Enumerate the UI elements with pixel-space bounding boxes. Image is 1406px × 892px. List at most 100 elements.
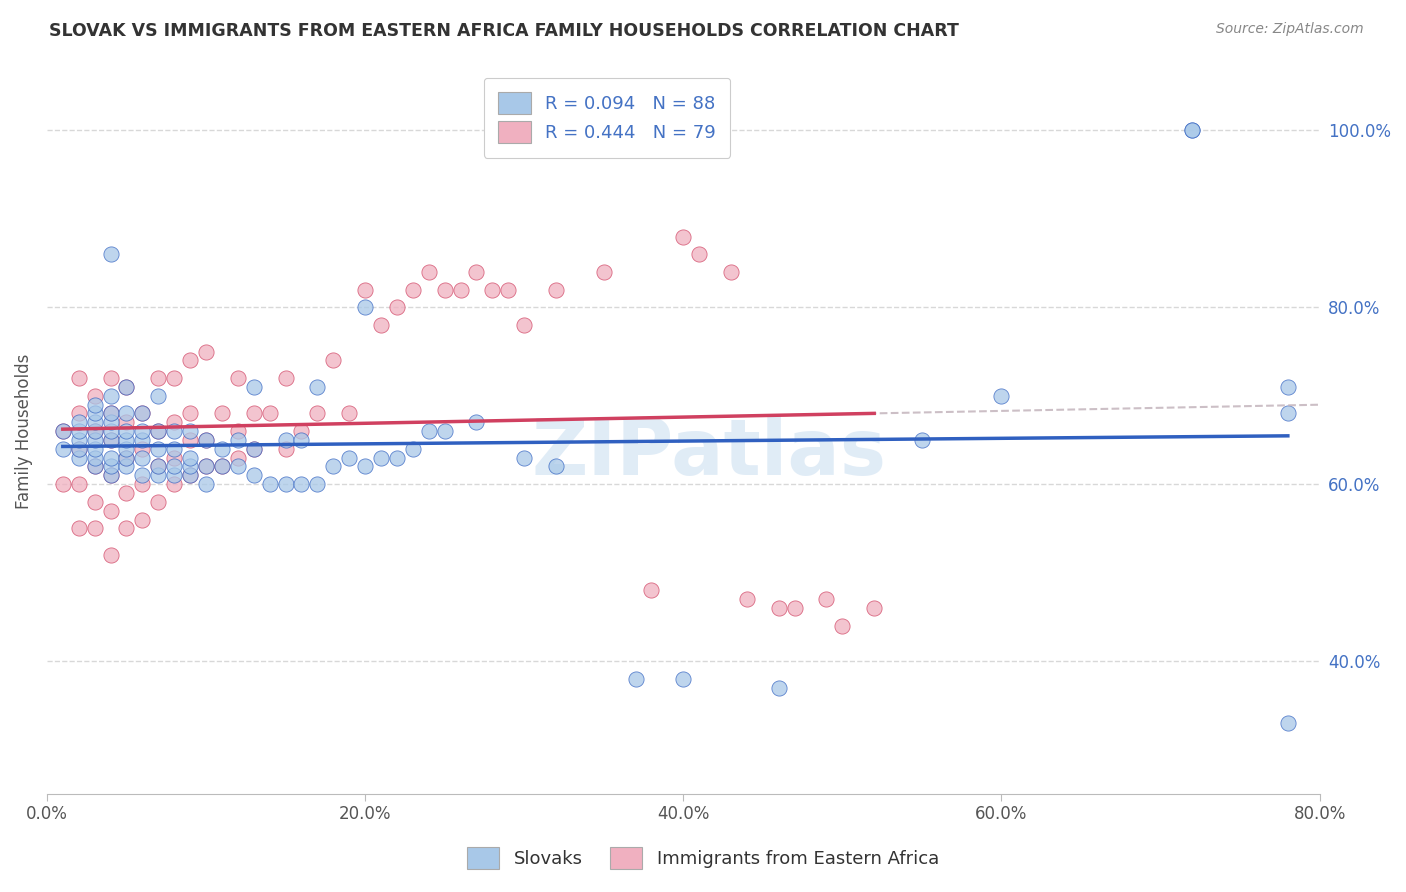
Point (115, 380, 138, 394)
Point (131, 406, 153, 420)
Point (433, 424, 456, 438)
Point (131, 424, 153, 438)
Point (863, 601, 886, 615)
Point (83, 415, 105, 429)
Point (179, 459, 201, 474)
Point (768, 681, 790, 695)
Point (100, 433, 122, 447)
Point (195, 459, 218, 474)
Point (354, 459, 377, 474)
Point (131, 442, 153, 456)
Point (1181, 123, 1204, 137)
Point (672, 672, 695, 686)
Point (735, 592, 758, 607)
Point (768, 601, 790, 615)
Point (307, 406, 329, 420)
Point (179, 468, 201, 483)
Point (195, 433, 218, 447)
Point (195, 433, 218, 447)
Point (115, 433, 138, 447)
Point (148, 459, 170, 474)
Point (67, 450, 90, 465)
Point (226, 424, 249, 438)
Point (163, 442, 186, 456)
Point (100, 468, 122, 483)
Point (115, 380, 138, 394)
Point (337, 450, 360, 465)
Point (1277, 715, 1299, 730)
Point (513, 450, 536, 465)
Point (465, 415, 488, 429)
Point (100, 247, 122, 261)
Point (131, 406, 153, 420)
Point (290, 433, 312, 447)
Point (83, 459, 105, 474)
Point (418, 424, 440, 438)
Point (163, 371, 186, 385)
Point (148, 495, 170, 509)
Point (450, 283, 472, 297)
Point (322, 459, 344, 474)
Point (163, 459, 186, 474)
Point (179, 406, 201, 420)
Text: ZIPatlas: ZIPatlas (531, 415, 886, 491)
Point (148, 468, 170, 483)
Point (83, 424, 105, 438)
Point (115, 521, 138, 535)
Legend: Slovaks, Immigrants from Eastern Africa: Slovaks, Immigrants from Eastern Africa (458, 838, 948, 879)
Point (354, 283, 377, 297)
Point (179, 468, 201, 483)
Point (163, 477, 186, 491)
Point (465, 265, 488, 279)
Point (815, 592, 838, 607)
Point (131, 468, 153, 483)
Point (259, 477, 281, 491)
Point (831, 618, 853, 632)
Point (100, 459, 122, 474)
Point (115, 424, 138, 438)
Point (67, 424, 90, 438)
Point (179, 450, 201, 465)
Point (67, 433, 90, 447)
Point (290, 424, 312, 438)
Point (148, 424, 170, 438)
Point (242, 442, 264, 456)
Point (100, 433, 122, 447)
Point (274, 442, 297, 456)
Point (67, 406, 90, 420)
Y-axis label: Family Households: Family Households (15, 353, 32, 508)
Point (115, 486, 138, 500)
Point (83, 459, 105, 474)
Point (52, 424, 75, 438)
Point (354, 300, 377, 314)
Point (544, 283, 567, 297)
Text: Source: ZipAtlas.com: Source: ZipAtlas.com (1216, 22, 1364, 37)
Point (688, 247, 710, 261)
Point (148, 459, 170, 474)
Point (433, 283, 456, 297)
Point (226, 450, 249, 465)
Point (52, 424, 75, 438)
Point (672, 229, 695, 244)
Point (990, 389, 1012, 403)
Point (274, 433, 297, 447)
Legend: R = 0.094   N = 88, R = 0.444   N = 79: R = 0.094 N = 88, R = 0.444 N = 79 (484, 78, 730, 158)
Point (1277, 380, 1299, 394)
Point (242, 468, 264, 483)
Point (592, 265, 614, 279)
Point (83, 424, 105, 438)
Point (259, 406, 281, 420)
Point (402, 442, 425, 456)
Point (322, 353, 344, 368)
Point (100, 548, 122, 562)
Point (720, 265, 742, 279)
Point (783, 601, 806, 615)
Point (242, 442, 264, 456)
Point (52, 442, 75, 456)
Point (83, 433, 105, 447)
Point (307, 380, 329, 394)
Point (100, 424, 122, 438)
Point (211, 459, 233, 474)
Point (115, 459, 138, 474)
Point (242, 380, 264, 394)
